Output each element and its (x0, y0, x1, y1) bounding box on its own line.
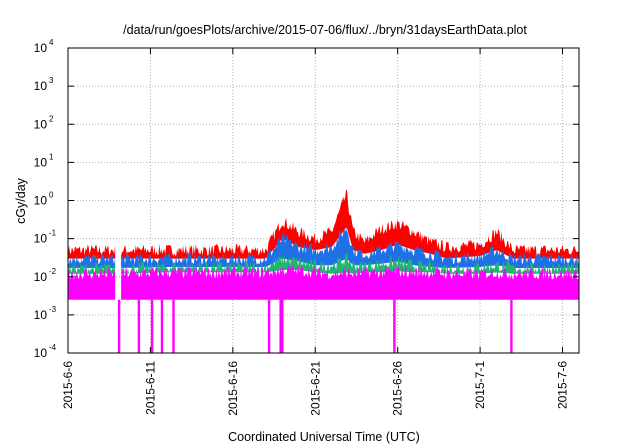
y-tick-label: 10 (34, 155, 48, 169)
x-tick-label: 2015-6-26 (391, 361, 405, 416)
y-tick-label: 10 (34, 79, 48, 93)
y-tick-exponent: 3 (49, 76, 54, 85)
y-tick-label: 10 (34, 270, 48, 284)
y-tick-exponent: 4 (49, 38, 54, 47)
x-tick-label: 2015-6-6 (61, 361, 75, 409)
drop-spike (281, 299, 284, 353)
grid-lines (67, 48, 579, 353)
drop-spike (510, 299, 513, 353)
drop-spike (150, 299, 154, 353)
x-tick-label: 2015-6-11 (143, 361, 157, 415)
y-tick-exponent: -4 (49, 343, 57, 352)
y-tick-exponent: 1 (49, 152, 54, 161)
drop-spike (137, 299, 141, 353)
y-tick-exponent: 0 (49, 191, 54, 200)
drop-spike (117, 299, 121, 353)
series-area (68, 244, 116, 259)
series-area (121, 189, 579, 259)
series-area (68, 268, 116, 300)
y-tick-label: 10 (34, 117, 48, 131)
y-tick-label: 10 (34, 232, 48, 246)
drop-spike (160, 299, 164, 353)
y-tick-label: 10 (34, 346, 48, 360)
series-area (68, 252, 116, 268)
y-tick-exponent: -1 (49, 229, 57, 238)
y-tick-exponent: 2 (49, 114, 54, 123)
drop-spike (393, 299, 396, 353)
y-tick-label: 10 (34, 41, 48, 55)
x-tick-label: 2015-7-6 (556, 361, 570, 409)
data-series (68, 189, 579, 300)
x-tick-label: 2015-7-1 (473, 361, 487, 409)
chart-title: /data/run/goesPlots/archive/2015-07-06/f… (123, 23, 527, 37)
series-area (121, 228, 579, 268)
y-tick-exponent: -2 (49, 267, 57, 276)
x-tick-label: 2015-6-16 (226, 361, 240, 416)
series-area (121, 264, 579, 300)
x-axis-label: Coordinated Universal Time (UTC) (228, 430, 420, 444)
drop-spike (267, 299, 271, 353)
data-drops (117, 299, 513, 353)
y-tick-label: 10 (34, 308, 48, 322)
drop-spike (172, 299, 175, 353)
drop-spike (279, 299, 282, 353)
x-axis: 2015-6-6 2015-6-11 2015-6-16 2015-6-21 2015-… (61, 48, 570, 416)
x-tick-label: 2015-6-21 (308, 361, 322, 416)
series-area (121, 252, 579, 274)
series-area (68, 262, 116, 275)
y-tick-label: 10 (34, 194, 48, 208)
y-axis-label: cGy/day (14, 177, 28, 224)
y-tick-exponent: -3 (49, 305, 57, 314)
